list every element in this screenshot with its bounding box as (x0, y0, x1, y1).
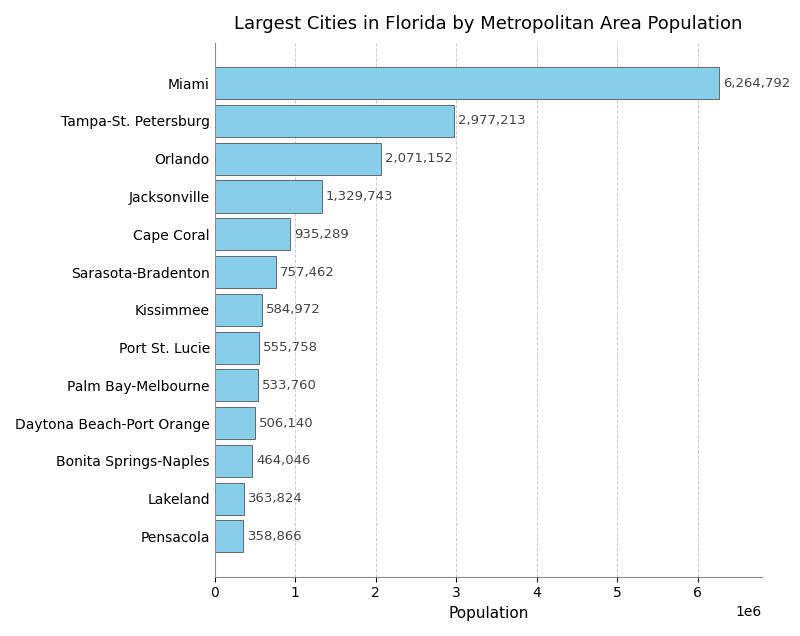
Bar (214, 256, 275, 288)
Bar (214, 407, 255, 439)
Text: 533,760: 533,760 (262, 379, 317, 392)
Title: Largest Cities in Florida by Metropolitan Area Population: Largest Cities in Florida by Metropolita… (234, 15, 742, 33)
Bar (214, 370, 258, 401)
Text: 464,046: 464,046 (256, 454, 310, 467)
Text: 358,866: 358,866 (247, 530, 302, 543)
Text: 363,824: 363,824 (248, 492, 302, 505)
X-axis label: Population: Population (448, 606, 529, 621)
Text: 1,329,743: 1,329,743 (326, 190, 393, 203)
Text: 506,140: 506,140 (259, 417, 314, 429)
Bar (214, 67, 719, 99)
Text: 935,289: 935,289 (294, 228, 349, 241)
Text: 2,977,213: 2,977,213 (458, 114, 526, 127)
Bar (214, 218, 290, 251)
Bar (214, 445, 252, 477)
Bar (214, 105, 454, 137)
Bar (214, 483, 244, 515)
Bar (214, 142, 382, 175)
Text: 2,071,152: 2,071,152 (386, 152, 453, 165)
Bar (214, 181, 322, 212)
Bar (214, 520, 243, 553)
Text: 584,972: 584,972 (266, 303, 321, 316)
Text: 757,462: 757,462 (280, 266, 334, 279)
Bar (214, 331, 259, 364)
Text: 555,758: 555,758 (263, 341, 318, 354)
Text: 6,264,792: 6,264,792 (723, 77, 790, 90)
Bar (214, 294, 262, 326)
